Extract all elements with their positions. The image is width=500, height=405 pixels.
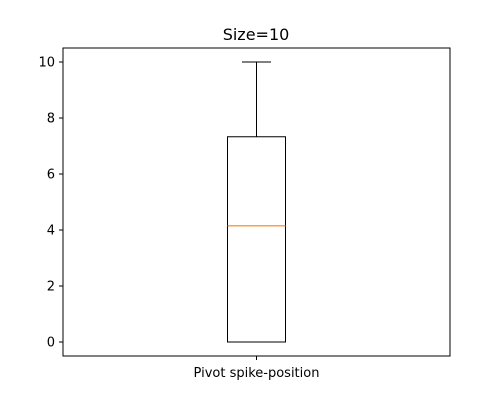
y-tick-label: 4 [47,224,55,239]
y-tick-label: 6 [47,168,55,183]
y-tick-label: 8 [47,112,55,127]
y-tick-label: 10 [38,56,55,71]
y-tick-label: 2 [47,280,55,295]
plot-area: 0 2 4 6 8 10 Pivot spike-position [38,47,451,381]
y-tick-label: 0 [47,336,55,351]
chart-title: Size=10 [223,25,290,44]
box-group [227,61,286,343]
box-body [227,136,286,343]
x-tick-label: Pivot spike-position [194,366,320,381]
